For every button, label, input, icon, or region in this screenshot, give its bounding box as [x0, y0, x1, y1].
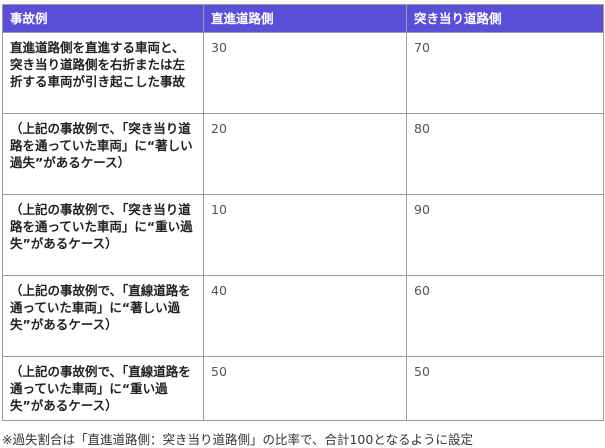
case-cell: （上記の事故例で、「直線道路を通っていた車両」に“重い過失”があるケース） — [2, 356, 204, 421]
table-row: （上記の事故例で、「突き当り道路を通っていた車両」に“重い過失”があるケース） 1… — [2, 194, 604, 276]
table-body: 直進道路側を直進する車両と、突き当り道路側を右折または左折する車両が引き起こした… — [2, 32, 604, 421]
header-row: 事故例 直進道路側 突き当り道路側 — [2, 4, 604, 33]
table-row: 直進道路側を直進する車両と、突き当り道路側を右折または左折する車両が引き起こした… — [2, 32, 604, 114]
ratio-cell: 20 — [203, 113, 407, 195]
case-cell: （上記の事故例で、「突き当り道路を通っていた車両」に“重い過失”があるケース） — [2, 194, 204, 276]
ratio-cell: 10 — [203, 194, 407, 276]
table-row: （上記の事故例で、「突き当り道路を通っていた車両」に“著しい過失”があるケース）… — [2, 113, 604, 195]
table-row: （上記の事故例で、「直線道路を通っていた車両」に“重い過失”があるケース） 50 5… — [2, 356, 604, 421]
ratio-cell: 90 — [406, 194, 604, 276]
case-cell: （上記の事故例で、「直線道路を通っていた車両」に“著しい過失”があるケース） — [2, 275, 204, 357]
ratio-cell: 50 — [406, 356, 604, 421]
ratio-cell: 30 — [203, 32, 407, 114]
ratio-cell: 40 — [203, 275, 407, 357]
header-cell: 直進道路側 — [203, 4, 407, 33]
ratio-table: 事故例 直進道路側 突き当り道路側 直進道路側を直進する車両と、突き当り道路側を… — [2, 4, 604, 421]
ratio-cell: 60 — [406, 275, 604, 357]
case-cell: （上記の事故例で、「突き当り道路を通っていた車両」に“著しい過失”があるケース） — [2, 113, 204, 195]
table-row: （上記の事故例で、「直線道路を通っていた車両」に“著しい過失”があるケース） 40… — [2, 275, 604, 357]
ratio-cell: 50 — [203, 356, 407, 421]
case-cell: 直進道路側を直進する車両と、突き当り道路側を右折または左折する車両が引き起こした… — [2, 32, 204, 114]
header-cell: 事故例 — [2, 4, 204, 33]
footnote: ※過失割合は「直進道路側：突き当り道路側」の比率で、合計100となるように設定 — [2, 432, 473, 447]
header-cell: 突き当り道路側 — [406, 4, 604, 33]
ratio-cell: 70 — [406, 32, 604, 114]
ratio-cell: 80 — [406, 113, 604, 195]
